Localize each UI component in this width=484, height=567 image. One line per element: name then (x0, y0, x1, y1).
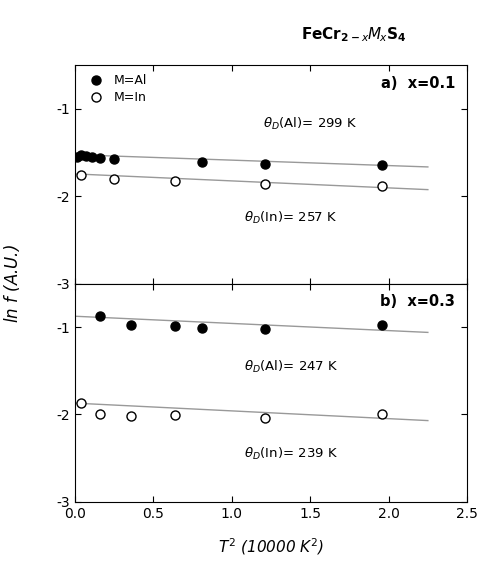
Text: $\theta$$_D$(Al)= 299 K: $\theta$$_D$(Al)= 299 K (263, 116, 357, 132)
Text: $\theta$$_D$(Al)= 247 K: $\theta$$_D$(Al)= 247 K (243, 358, 338, 374)
Text: b)  x=0.3: b) x=0.3 (380, 294, 455, 310)
Text: ln $f$ (A.U.): ln $f$ (A.U.) (2, 244, 22, 323)
Text: $T^2$ (10000 K$^2$): $T^2$ (10000 K$^2$) (218, 536, 324, 557)
Text: $\theta$$_D$(In)= 257 K: $\theta$$_D$(In)= 257 K (243, 210, 337, 226)
Legend: M=Al, M=In: M=Al, M=In (80, 70, 151, 108)
Text: FeCr$_{\mathregular{2-}x}$$\mathit{M}_{\!x}$S$_{\mathregular{4}}$: FeCr$_{\mathregular{2-}x}$$\mathit{M}_{\… (301, 26, 406, 44)
Text: a)  x=0.1: a) x=0.1 (381, 76, 455, 91)
Text: $\theta$$_D$(In)= 239 K: $\theta$$_D$(In)= 239 K (243, 446, 338, 462)
